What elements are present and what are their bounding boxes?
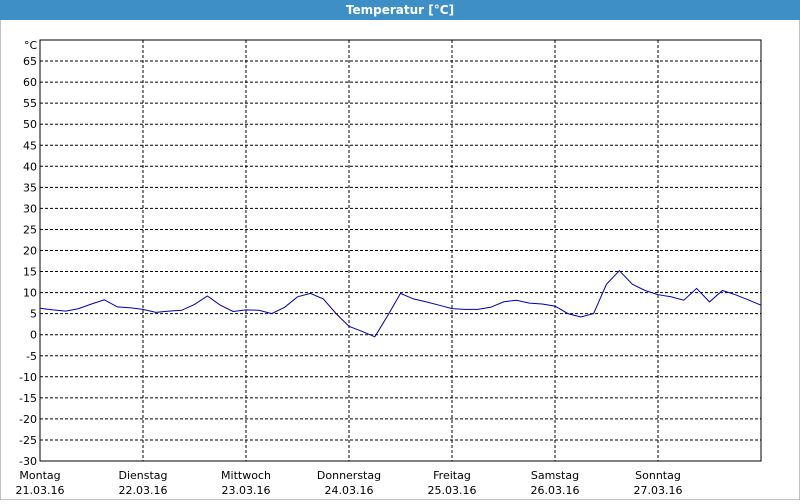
x-tick-label: Montag	[19, 469, 60, 482]
y-tick-label: -20	[19, 413, 37, 426]
x-tick-label: Samstag	[531, 469, 579, 482]
x-tick-date: 25.03.16	[428, 484, 477, 497]
y-tick-label: 20	[23, 245, 37, 258]
y-tick-label: 25	[23, 223, 37, 236]
y-tick-label: -10	[19, 371, 37, 384]
x-tick-date: 26.03.16	[531, 484, 580, 497]
x-tick-label: Sonntag	[635, 469, 681, 482]
y-tick-label: 55	[23, 97, 37, 110]
x-tick-date: 24.03.16	[325, 484, 374, 497]
x-tick-date: 23.03.16	[222, 484, 271, 497]
y-tick-label: -15	[19, 392, 37, 405]
chart-title: Temperatur [°C]	[346, 3, 454, 17]
y-tick-label: -25	[19, 434, 37, 447]
y-tick-label: 0	[30, 329, 37, 342]
y-tick-label: 35	[23, 181, 37, 194]
x-tick-date: 22.03.16	[119, 484, 168, 497]
title-bar	[0, 0, 800, 20]
y-tick-label: 45	[23, 139, 37, 152]
y-tick-label: 40	[23, 160, 37, 173]
y-tick-label: -5	[26, 350, 37, 363]
x-tick-label: Mittwoch	[221, 469, 271, 482]
y-tick-label: 60	[23, 76, 37, 89]
x-tick-label: Dienstag	[118, 469, 167, 482]
y-tick-label: 50	[23, 118, 37, 131]
y-tick-label: 65	[23, 55, 37, 68]
y-tick-label: -30	[19, 455, 37, 468]
x-tick-date: 21.03.16	[16, 484, 65, 497]
y-tick-label: 30	[23, 202, 37, 215]
line	[39, 269, 762, 338]
y-tick-label: 15	[23, 266, 37, 279]
y-tick-label: 10	[23, 287, 37, 300]
y-tick-label: 5	[30, 308, 37, 321]
y-unit: °C	[24, 39, 38, 52]
x-tick-label: Donnerstag	[317, 469, 381, 482]
x-tick-date: 27.03.16	[634, 484, 683, 497]
x-tick-label: Freitag	[433, 469, 471, 482]
